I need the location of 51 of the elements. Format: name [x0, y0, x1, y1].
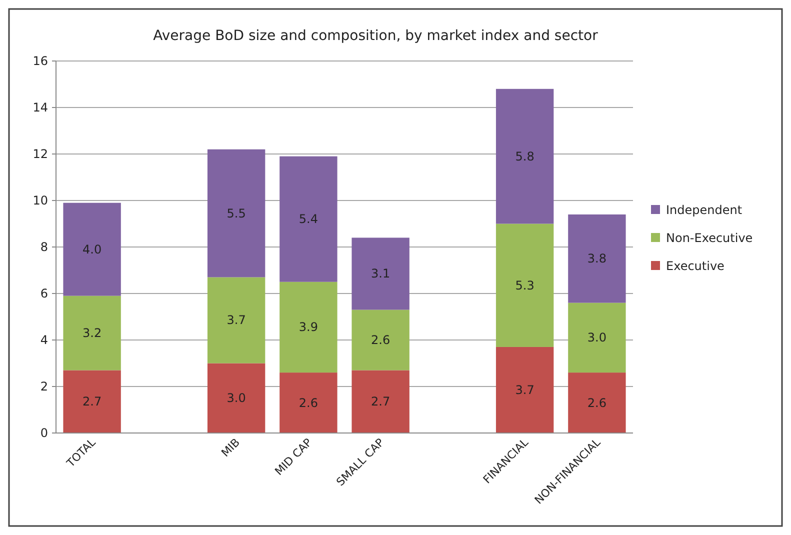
- legend-label: Non-Executive: [666, 231, 753, 245]
- y-tick-label: 14: [32, 100, 48, 114]
- data-label: 3.7: [515, 382, 534, 397]
- bar: [207, 277, 266, 364]
- bar: [207, 149, 266, 278]
- chart-title: Average BoD size and composition, by market index and sector: [153, 28, 598, 44]
- bar: [352, 310, 410, 370]
- data-label: 5.5: [226, 206, 246, 220]
- x-tick-label: MIB: [218, 436, 242, 460]
- data-label: 4.0: [82, 242, 102, 256]
- bar: [568, 214, 626, 303]
- bar: [496, 88, 554, 224]
- data-label: 5.4: [298, 212, 318, 226]
- bar: [496, 224, 554, 347]
- data-label: 3.9: [298, 320, 318, 334]
- data-label: 3.7: [226, 313, 246, 328]
- data-label: 2.6: [587, 396, 606, 410]
- legend-label: Independent: [666, 203, 742, 217]
- data-label: 2.6: [298, 396, 318, 410]
- data-label: 2.7: [82, 394, 102, 409]
- x-tick-label: MID CAP: [272, 436, 315, 478]
- bar: [352, 370, 410, 433]
- y-tick-label: 10: [32, 194, 48, 208]
- y-tick-label: 6: [40, 286, 48, 300]
- bar: [496, 346, 554, 433]
- y-tick-label: 4: [40, 333, 48, 347]
- bar: [280, 156, 338, 282]
- data-label: 5.8: [515, 149, 534, 164]
- bar: [352, 238, 410, 310]
- y-tick-label: 8: [40, 240, 48, 254]
- bar: [280, 372, 338, 433]
- y-tick-label: 0: [40, 426, 48, 440]
- y-tick-label: 12: [32, 147, 48, 161]
- bar: [280, 282, 338, 373]
- bar: [568, 372, 626, 433]
- data-label: 2.7: [371, 394, 390, 409]
- bar: [63, 370, 121, 433]
- bar: [63, 296, 121, 370]
- data-label: 3.0: [587, 330, 606, 345]
- data-label: 2.6: [371, 333, 390, 347]
- data-label: 3.0: [226, 391, 246, 406]
- data-label: 3.2: [82, 326, 102, 340]
- y-tick-label: 16: [32, 54, 48, 68]
- data-label: 3.8: [587, 252, 606, 266]
- legend-label: Executive: [666, 259, 724, 273]
- data-label: 5.3: [515, 278, 534, 292]
- y-tick-label: 2: [40, 380, 48, 394]
- data-label: 3.1: [371, 266, 390, 281]
- bar: [63, 202, 121, 296]
- bar: [568, 302, 626, 373]
- bar: [207, 363, 266, 433]
